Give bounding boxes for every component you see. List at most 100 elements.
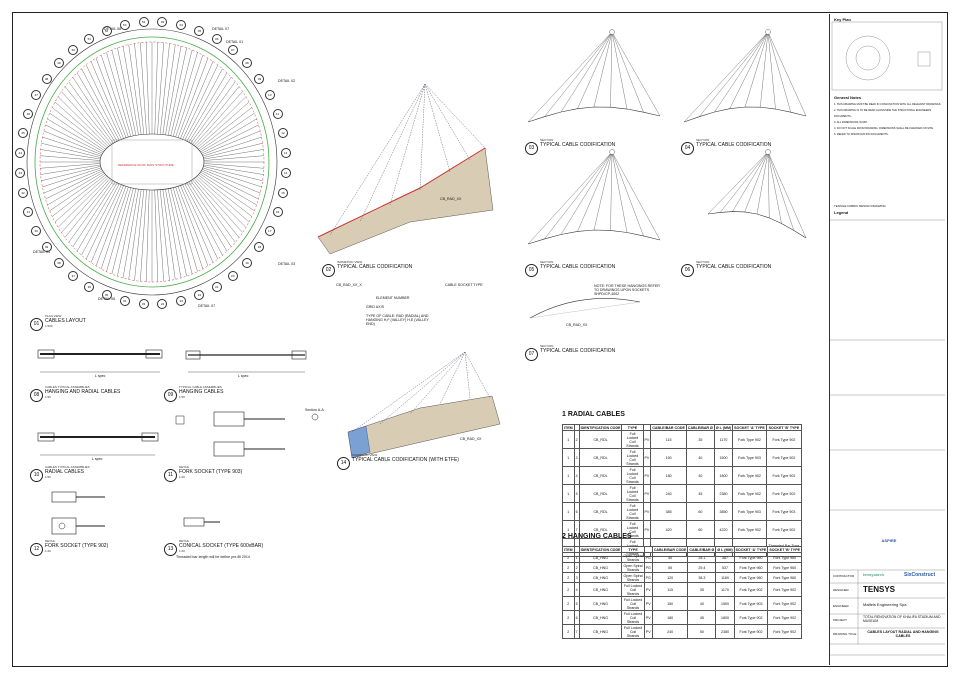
section-cable: [767, 31, 791, 113]
caption-scale: PLAN VIEW: [45, 314, 62, 318]
legend-code: CB_RAD_XX_X: [336, 283, 362, 287]
cable-spoke: [195, 96, 247, 147]
cable-spoke: [203, 149, 264, 160]
table-cell: 38.3: [687, 572, 717, 583]
rim-number: 06: [211, 34, 222, 45]
cable-spoke: [198, 107, 252, 150]
rim-number: 48: [41, 73, 52, 84]
table-cell: 1: [562, 484, 575, 503]
table-row: 2 5 CB_HNG Full Locked Coil Strands PV 150 40 1…: [562, 596, 802, 611]
caption-ratio: 1:50: [45, 395, 51, 399]
rim-number: 44: [15, 147, 26, 158]
caption-11: DETAIL FORK SOCKET (TYPE 903) 1:20: [179, 465, 242, 479]
section-arc: [707, 211, 807, 239]
caption-title: TYPICAL CABLE CODIFICATION: [540, 142, 616, 148]
table-cell: 3850: [713, 502, 734, 521]
table-cell: 420: [650, 520, 687, 539]
maffeis-label: Maffeis Engineering Spa: [863, 602, 907, 607]
cable-spoke: [100, 186, 129, 269]
caption-ratio: 1:20: [45, 549, 51, 553]
table-cell: 1169: [715, 572, 735, 583]
cable-spoke: [201, 170, 259, 200]
rim-number: 05: [194, 25, 205, 36]
cable-spoke: [90, 61, 124, 139]
caption-title: TYPICAL CABLE CODIFICATION: [696, 142, 772, 148]
table-cell: PG: [643, 562, 653, 573]
rim-number: 13: [280, 147, 291, 158]
caption-04: SECTION TYPICAL CABLE CODIFICATION: [696, 138, 771, 148]
section-cable: [767, 31, 807, 117]
rim-number: 54: [138, 17, 149, 28]
rim-number: 53: [119, 20, 130, 31]
section-cable: [767, 151, 794, 231]
section-cable: [767, 151, 782, 224]
cable-spoke: [177, 58, 209, 138]
length-09: L spec: [238, 374, 249, 378]
rim-number: 37: [68, 270, 79, 281]
section-cable: [577, 31, 613, 109]
table-cell: PV: [642, 448, 652, 467]
table-cell: 40: [651, 552, 689, 563]
cable-spoke: [201, 124, 259, 154]
table-cell: CB_HNG: [578, 624, 623, 639]
cable-spoke: [122, 189, 139, 278]
table-cell: PG: [643, 552, 653, 563]
general-notes-list: 1. THIS DRAWING MUST BE READ IN CONJUNCT…: [834, 102, 942, 138]
cable-spoke: [165, 46, 182, 135]
title-block: Key Plan General Notes 1. THIS DRAWING M…: [829, 14, 946, 665]
section-cable: [611, 151, 644, 236]
caption-scale: SECTION: [540, 260, 554, 264]
cable-spoke: [95, 58, 127, 138]
cable-spoke: [192, 86, 240, 145]
drawing-number-07: 07: [525, 348, 538, 361]
table-cell: 180: [651, 610, 689, 625]
drawing-number-06: 06: [681, 264, 694, 277]
table-cell: Fork Type 960: [767, 572, 802, 583]
apex-node: [609, 149, 615, 155]
table-cell: 1800: [713, 466, 734, 485]
radial-table-title: 1 RADIAL CABLES: [562, 411, 625, 418]
section-cable: [611, 31, 644, 113]
legend-axis: GRID AXIS: [366, 305, 384, 309]
table-row: 2 3 CB_HNG Open Spiral Strands PG 120 38.3 1169…: [562, 572, 802, 583]
plan-view-graphic: [26, 28, 278, 296]
table-cell: 35: [685, 430, 715, 449]
table-cell: 115: [650, 430, 687, 449]
cable-spoke: [40, 155, 101, 161]
table-cell: 150: [651, 596, 689, 611]
table-cell: 1: [562, 502, 575, 521]
section-cable: [593, 31, 613, 108]
table-row: 1 4 CB_RDL Full Locked Coil Strands PV 180 40 1…: [562, 466, 803, 485]
legend-type: TYPE OF CABLE: RAD (RADIAL) AND HANGING …: [366, 314, 429, 326]
cable-spoke: [68, 81, 114, 144]
cable-spoke: [162, 44, 176, 135]
section-cable: [527, 151, 613, 245]
table-cell: Fork Type 902: [732, 520, 767, 539]
cable-spoke: [134, 189, 145, 281]
rim-number: 40: [31, 225, 42, 236]
cable-spoke: [199, 173, 255, 211]
table-cell: PV: [643, 610, 653, 625]
cable-spoke: [40, 163, 101, 169]
table-cell: 1: [562, 466, 575, 485]
cable-spoke: [81, 68, 120, 141]
caption-ratio: 1:50: [179, 395, 185, 399]
section-cable: [767, 151, 807, 239]
cable-spoke: [203, 164, 264, 175]
section-cable: [610, 151, 613, 231]
cable-spoke: [95, 186, 127, 266]
table-cell: Fork Type 902: [767, 610, 802, 625]
table-row: 2 4 CB_HNG Full Locked Coil Strands PV 115 35 1…: [562, 582, 802, 597]
cable-spoke: [64, 179, 112, 238]
cable-spoke: [52, 107, 106, 150]
section-arc: [527, 106, 661, 123]
rim-number: 04: [176, 20, 187, 31]
cable-spoke: [175, 186, 204, 269]
rim-number: 17: [264, 225, 275, 236]
cable-spoke: [203, 166, 263, 181]
section-cable: [744, 31, 769, 108]
section-cable: [683, 31, 769, 123]
caption-10: CABLES TYPICAL ASSEMBLIES RADIAL CABLES 1:…: [45, 465, 90, 479]
section-cable: [714, 31, 769, 113]
drawing-number-11: 11: [164, 469, 177, 482]
